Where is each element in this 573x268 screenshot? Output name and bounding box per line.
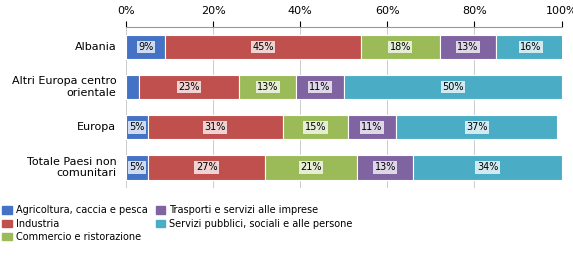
Text: 9%: 9% [138,42,154,52]
Text: 37%: 37% [466,122,488,132]
Bar [439,35,496,59]
Bar [344,75,562,99]
Bar [265,155,357,180]
Bar [126,75,139,99]
Bar [357,155,414,180]
Bar [283,115,348,139]
Text: 50%: 50% [442,82,464,92]
Text: 45%: 45% [253,42,274,52]
Bar [296,75,344,99]
Text: 18%: 18% [390,42,411,52]
Text: 31%: 31% [205,122,226,132]
Legend: Agricoltura, caccia e pesca, Industria, Commercio e ristorazione, Trasporti e se: Agricoltura, caccia e pesca, Industria, … [2,205,352,242]
Bar [496,35,566,59]
Bar [361,35,439,59]
Bar [165,35,361,59]
Text: 34%: 34% [477,162,498,173]
Bar [148,155,265,180]
Text: 5%: 5% [129,162,144,173]
Bar [126,155,148,180]
Bar [126,115,148,139]
Text: 5%: 5% [129,122,144,132]
Bar [126,35,165,59]
Text: 21%: 21% [300,162,322,173]
Bar [148,115,283,139]
Text: 13%: 13% [375,162,396,173]
Text: 27%: 27% [196,162,217,173]
Bar [139,75,240,99]
Text: 16%: 16% [520,42,541,52]
Text: 13%: 13% [457,42,478,52]
Bar [348,115,396,139]
Text: 11%: 11% [362,122,383,132]
Bar [414,155,562,180]
Text: 23%: 23% [178,82,200,92]
Bar [240,75,296,99]
Bar [396,115,557,139]
Text: 11%: 11% [309,82,331,92]
Text: 15%: 15% [305,122,326,132]
Text: 13%: 13% [257,82,278,92]
